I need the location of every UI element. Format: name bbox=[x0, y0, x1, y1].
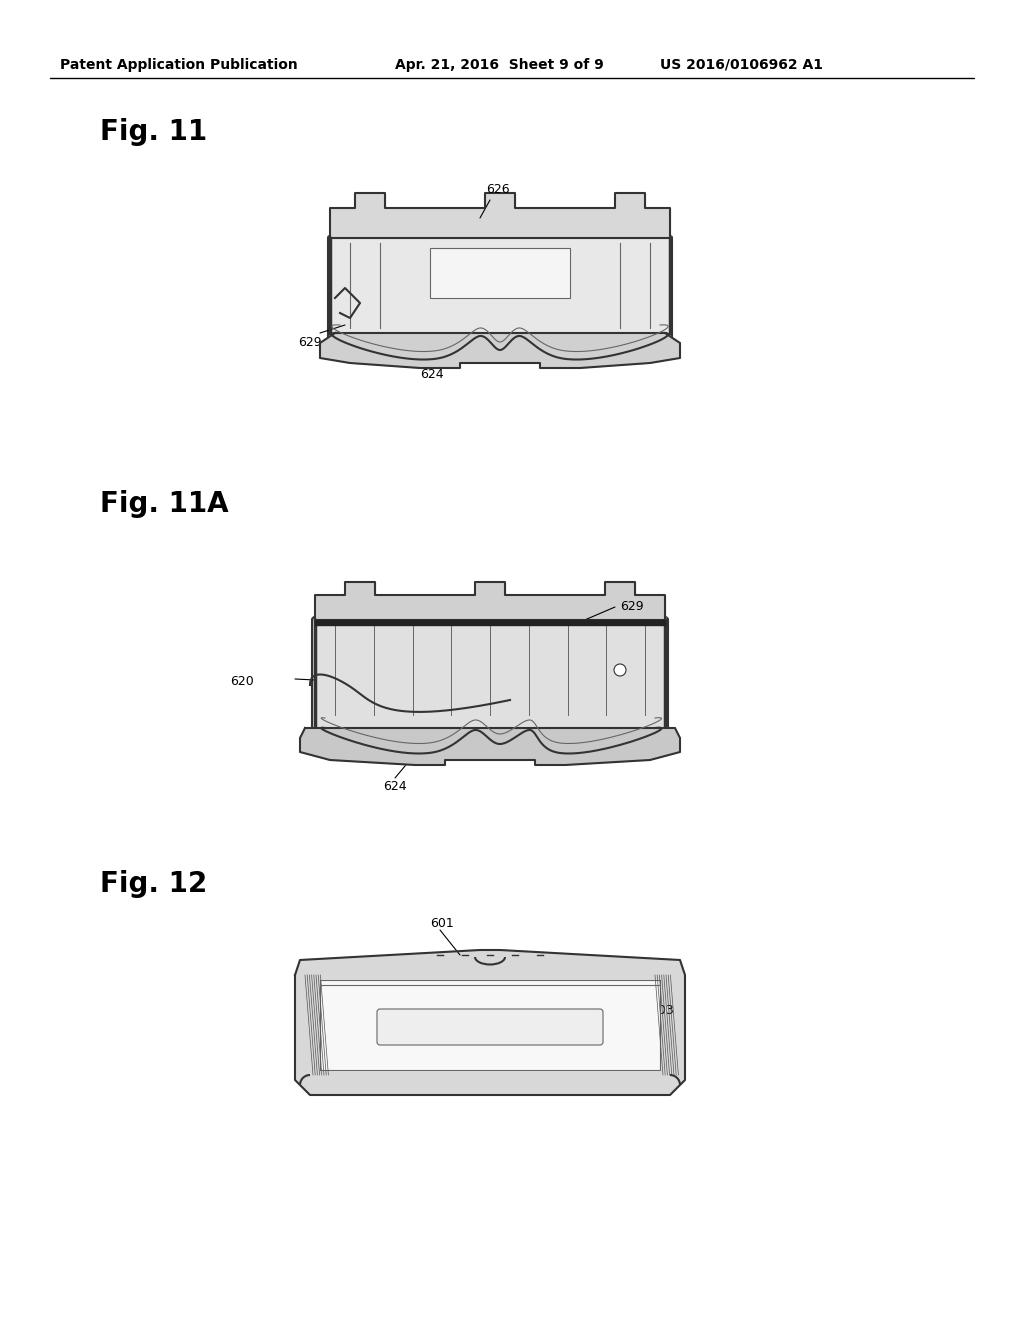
Bar bbox=[430, 248, 570, 298]
FancyBboxPatch shape bbox=[328, 236, 672, 341]
Text: 603: 603 bbox=[650, 1003, 674, 1016]
Text: 629: 629 bbox=[620, 601, 644, 612]
Polygon shape bbox=[295, 950, 685, 1096]
FancyBboxPatch shape bbox=[312, 616, 668, 733]
Polygon shape bbox=[319, 333, 680, 368]
Text: Fig. 11: Fig. 11 bbox=[100, 117, 207, 147]
Polygon shape bbox=[315, 582, 665, 620]
FancyBboxPatch shape bbox=[377, 1008, 603, 1045]
Polygon shape bbox=[330, 193, 670, 238]
Polygon shape bbox=[315, 620, 665, 624]
Text: 620: 620 bbox=[230, 675, 254, 688]
Text: 601: 601 bbox=[430, 917, 454, 931]
Polygon shape bbox=[319, 979, 660, 1071]
Circle shape bbox=[614, 664, 626, 676]
Text: 624: 624 bbox=[420, 368, 443, 381]
Text: 629: 629 bbox=[298, 337, 322, 348]
Text: US 2016/0106962 A1: US 2016/0106962 A1 bbox=[660, 58, 823, 73]
Text: Apr. 21, 2016  Sheet 9 of 9: Apr. 21, 2016 Sheet 9 of 9 bbox=[395, 58, 604, 73]
Polygon shape bbox=[300, 729, 680, 766]
Text: Patent Application Publication: Patent Application Publication bbox=[60, 58, 298, 73]
Text: Fig. 12: Fig. 12 bbox=[100, 870, 207, 898]
Text: Fig. 11A: Fig. 11A bbox=[100, 490, 228, 517]
Text: 624: 624 bbox=[383, 780, 407, 793]
Text: 626: 626 bbox=[486, 183, 510, 195]
